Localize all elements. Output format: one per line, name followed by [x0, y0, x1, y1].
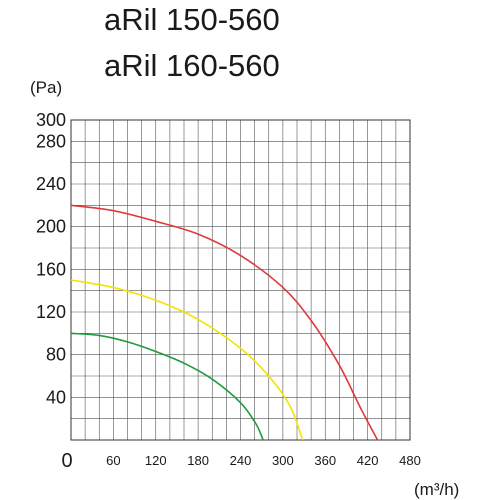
y-tick-label: 80 — [46, 345, 66, 365]
x-tick-label: 480 — [399, 453, 421, 468]
x-axis-unit-label: (m³/h) — [414, 480, 459, 499]
y-tick-label: 160 — [36, 259, 66, 279]
x-tick-label: 180 — [187, 453, 209, 468]
x-tick-label: 300 — [272, 453, 294, 468]
series-line-1 — [70, 204, 379, 441]
chart-title-line-2: aRil 160-560 — [104, 48, 280, 83]
y-tick-label: 240 — [36, 174, 66, 194]
y-tick-label: 40 — [46, 387, 66, 407]
x-tick-label: 0 — [61, 450, 72, 472]
y-tick-label: 200 — [36, 217, 66, 237]
chart-grid — [70, 119, 411, 441]
x-tick-label: 360 — [314, 453, 336, 468]
y-tick-label: 280 — [36, 131, 66, 151]
chart-title-line-1: aRil 150-560 — [104, 2, 280, 37]
series-line-2 — [70, 279, 304, 441]
series-line-3 — [70, 332, 264, 441]
x-tick-label: 120 — [145, 453, 167, 468]
y-axis-unit-label: (Pa) — [30, 78, 62, 97]
chart-curves — [70, 204, 379, 441]
x-tick-labels: 0 60 120 180 240 300 360 420 480 — [61, 450, 420, 472]
x-tick-label: 240 — [230, 453, 252, 468]
y-tick-label: 300 — [36, 110, 66, 130]
x-tick-label: 60 — [106, 453, 120, 468]
x-tick-label: 420 — [357, 453, 379, 468]
y-tick-label: 120 — [36, 302, 66, 322]
